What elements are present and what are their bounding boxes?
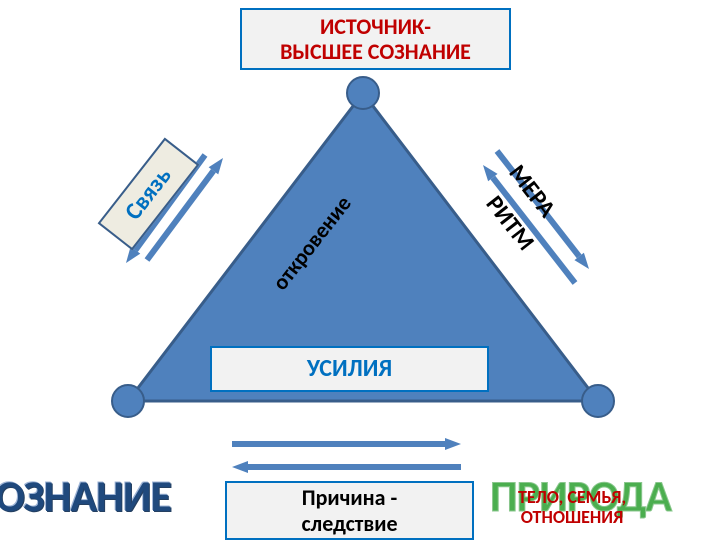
soznanie-label: ОЗНАНИЕ [0,420,171,521]
priroda-sub-label: ТЕЛО, СЕМЬЯ, ОТНОШЕНИЯ [518,466,626,528]
diagram-stage: ИСТОЧНИК- ВЫСШЕЕ СОЗНАНИЕ Связь откровен… [0,0,720,540]
title-text: ИСТОЧНИК- ВЫСШЕЕ СОЗНАНИЕ [280,14,471,65]
title-box: ИСТОЧНИК- ВЫСШЕЕ СОЗНАНИЕ [240,8,511,70]
prichina-box: Причина - следствие [225,481,474,540]
usiliya-box: УСИЛИЯ [210,346,489,392]
